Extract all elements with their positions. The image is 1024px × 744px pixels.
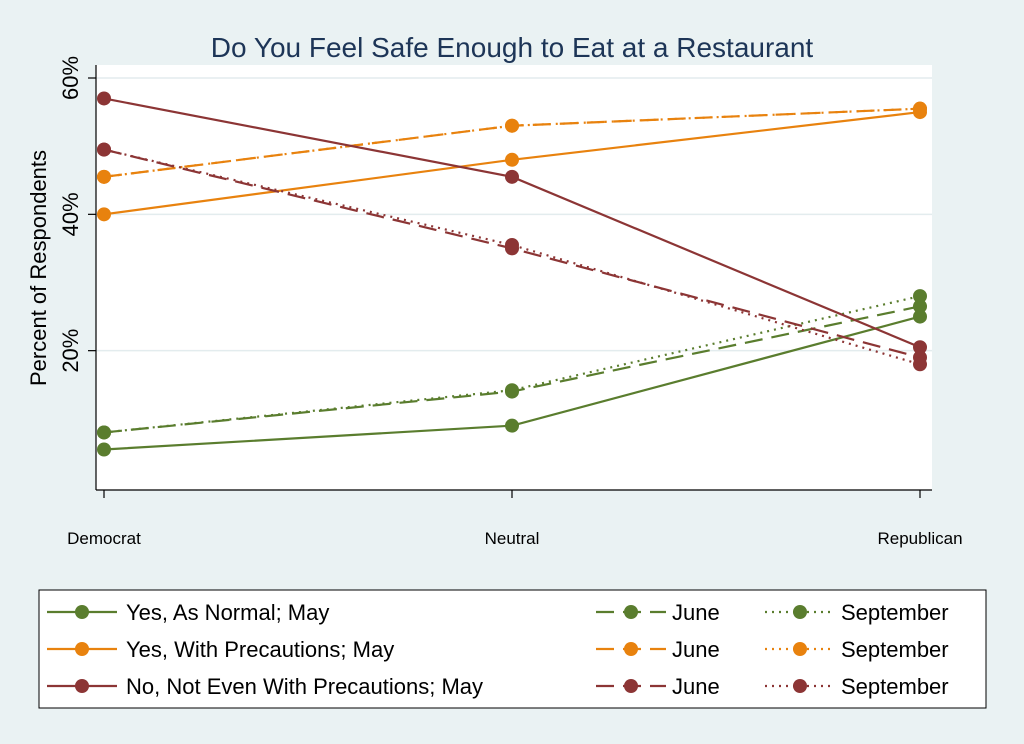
legend-marker bbox=[793, 642, 807, 656]
data-point bbox=[913, 357, 927, 372]
data-point bbox=[505, 118, 519, 133]
legend-label: June bbox=[672, 637, 720, 662]
data-point bbox=[505, 383, 519, 398]
legend-label: June bbox=[672, 600, 720, 625]
y-axis-label: Percent of Respondents bbox=[26, 150, 51, 386]
data-point bbox=[97, 425, 111, 440]
legend-marker bbox=[624, 642, 638, 656]
data-point bbox=[913, 101, 927, 116]
legend-label: September bbox=[841, 637, 949, 662]
data-point bbox=[505, 152, 519, 167]
data-point bbox=[97, 91, 111, 106]
legend-marker bbox=[793, 679, 807, 693]
legend-label: September bbox=[841, 674, 949, 699]
chart-title: Do You Feel Safe Enough to Eat at a Rest… bbox=[211, 32, 814, 63]
legend-marker bbox=[75, 642, 89, 656]
x-axis-ticks: Democrat Neutral Republican bbox=[67, 490, 963, 548]
legend-label: Yes, With Precautions; May bbox=[126, 637, 394, 662]
x-tick-label: Democrat bbox=[67, 529, 141, 548]
data-point bbox=[913, 299, 927, 314]
data-point bbox=[97, 207, 111, 222]
legend-marker bbox=[793, 605, 807, 619]
x-tick-label: Neutral bbox=[485, 529, 540, 548]
legend-marker bbox=[624, 605, 638, 619]
data-point bbox=[505, 418, 519, 433]
data-point bbox=[97, 169, 111, 184]
data-point bbox=[913, 340, 927, 355]
legend-marker bbox=[75, 605, 89, 619]
legend-label: September bbox=[841, 600, 949, 625]
legend-label: Yes, As Normal; May bbox=[126, 600, 329, 625]
legend-label: June bbox=[672, 674, 720, 699]
legend: Yes, As Normal; May June September Yes, Wit… bbox=[47, 600, 949, 699]
y-tick-label: 40% bbox=[58, 192, 83, 236]
data-point bbox=[505, 169, 519, 184]
legend-label: No, Not Even With Precautions; May bbox=[126, 674, 483, 699]
legend-marker bbox=[75, 679, 89, 693]
data-point bbox=[97, 442, 111, 457]
y-tick-label: 60% bbox=[58, 56, 83, 100]
y-axis-ticks: 20% 40% 60% bbox=[58, 56, 96, 373]
y-tick-label: 20% bbox=[58, 329, 83, 373]
x-tick-label: Republican bbox=[877, 529, 962, 548]
series-lines bbox=[97, 91, 927, 457]
data-point bbox=[97, 142, 111, 157]
data-point bbox=[505, 238, 519, 253]
data-point bbox=[913, 289, 927, 304]
legend-marker bbox=[624, 679, 638, 693]
data-point bbox=[913, 309, 927, 324]
